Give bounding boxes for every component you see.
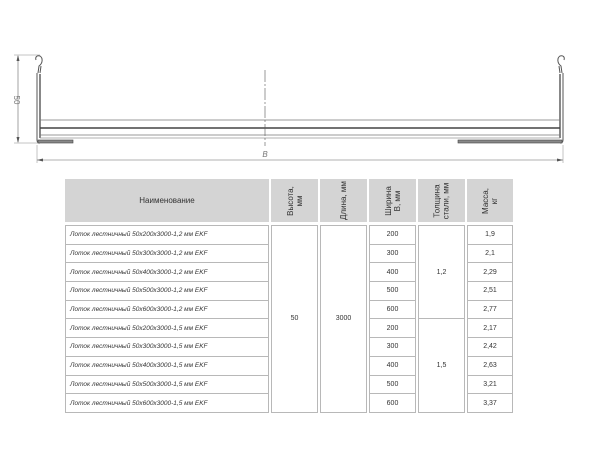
product-name-cell: Лоток лестничный 50х400х3000-1,5 мм EKF	[65, 356, 269, 376]
product-name-cell: Лоток лестничный 50х200х3000-1,2 мм EKF	[65, 225, 269, 245]
header-length: Длина, мм	[320, 179, 367, 222]
width-cell: 200	[369, 225, 416, 245]
width-cell: 500	[369, 375, 416, 395]
product-name-cell: Лоток лестничный 50х400х3000-1,2 мм EKF	[65, 263, 269, 283]
width-cell: 400	[369, 356, 416, 376]
width-cell: 300	[369, 338, 416, 357]
header-mass: Масса, кг	[467, 179, 513, 222]
product-name-cell: Лоток лестничный 50х500х3000-1,5 мм EKF	[65, 375, 269, 395]
table-row: Лоток лестничный 50х500х3000-1,2 мм EKF 5…	[65, 282, 513, 301]
mass-cell: 1,9	[467, 225, 513, 245]
width-cell: 500	[369, 282, 416, 301]
product-name-cell: Лоток лестничный 50х200х3000-1,5 мм EKF	[65, 319, 269, 339]
table-header-row: Наименование Высота, мм Длина, мм Ширина…	[65, 179, 513, 222]
table-row: Лоток лестничный 50х300х3000-1,2 мм EKF 3…	[65, 244, 513, 264]
product-name-cell: Лоток лестничный 50х300х3000-1,2 мм EKF	[65, 244, 269, 264]
height-cell: 50	[271, 225, 318, 413]
thickness-cell: 1,2	[418, 225, 465, 320]
header-thickness: Толщина стали, мм	[418, 179, 465, 222]
mass-cell: 2,42	[467, 338, 513, 357]
product-name-cell: Лоток лестничный 50х500х3000-1,2 мм EKF	[65, 282, 269, 301]
mass-cell: 2,17	[467, 319, 513, 339]
table-row: Лоток лестничный 50х500х3000-1,5 мм EKF 5…	[65, 375, 513, 395]
width-cell: 600	[369, 394, 416, 413]
product-name-cell: Лоток лестничный 50х600х3000-1,2 мм EKF	[65, 300, 269, 320]
length-cell: 3000	[320, 225, 367, 413]
tray-cross-section-drawing: 50 B	[12, 54, 565, 163]
header-height: Высота, мм	[271, 179, 318, 222]
thickness-cell: 1,5	[418, 319, 465, 413]
width-cell: 600	[369, 300, 416, 320]
specifications-table: Наименование Высота, мм Длина, мм Ширина…	[63, 179, 515, 413]
product-name-cell: Лоток лестничный 50х600х3000-1,5 мм EKF	[65, 394, 269, 413]
width-dimension-label: B	[262, 150, 268, 159]
table-row: Лоток лестничный 50х400х3000-1,2 мм EKF 4…	[65, 263, 513, 283]
mass-cell: 2,29	[467, 263, 513, 283]
mass-cell: 3,21	[467, 375, 513, 395]
width-cell: 300	[369, 244, 416, 264]
table-row: Лоток лестничный 50х200х3000-1,2 мм EKF 5…	[65, 225, 513, 413]
table-row: Лоток лестничный 50х200х3000-1,5 мм EKF 2…	[65, 319, 513, 413]
table-row: Лоток лестничный 50х600х3000-1,5 мм EKF 6…	[65, 394, 513, 413]
header-width: Ширина B, мм	[369, 179, 416, 222]
mass-cell: 2,1	[467, 244, 513, 264]
width-cell: 200	[369, 319, 416, 339]
height-dimension-label: 50	[12, 96, 21, 105]
header-name: Наименование	[65, 179, 269, 222]
table-row: Лоток лестничный 50х600х3000-1,2 мм EKF 6…	[65, 300, 513, 320]
mass-cell: 2,77	[467, 300, 513, 320]
product-name-cell: Лоток лестничный 50х300х3000-1,5 мм EKF	[65, 338, 269, 357]
mass-cell: 2,51	[467, 282, 513, 301]
table-row: Лоток лестничный 50х400х3000-1,5 мм EKF 4…	[65, 356, 513, 376]
width-cell: 400	[369, 263, 416, 283]
table-row: Лоток лестничный 50х300х3000-1,5 мм EKF 3…	[65, 338, 513, 357]
mass-cell: 2,63	[467, 356, 513, 376]
mass-cell: 3,37	[467, 394, 513, 413]
